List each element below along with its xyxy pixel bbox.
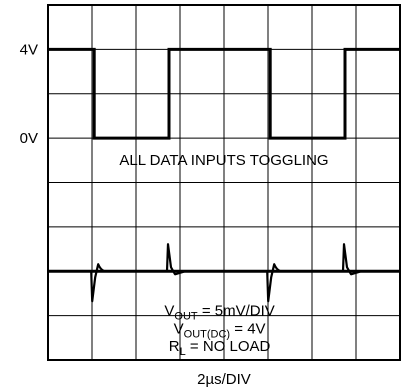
- caption-text: ALL DATA INPUTS TOGGLING: [119, 152, 328, 169]
- digital-input-trace: [48, 47, 400, 140]
- x-axis-label: 2µs/DIV: [197, 371, 251, 388]
- plot-frame: [47, 4, 401, 361]
- annotation-load: RL = NO LOAD: [169, 338, 271, 358]
- level-label-high: 4V: [20, 41, 38, 58]
- glitch-spike: [266, 263, 281, 303]
- glitch-spike: [341, 243, 362, 276]
- ann3-rest: = NO LOAD: [186, 338, 271, 355]
- glitch-spike: [165, 243, 186, 276]
- ann3-sub: L: [180, 346, 186, 358]
- ann2-rest: = 4V: [230, 320, 265, 337]
- ann3-main: R: [169, 338, 180, 355]
- ann1-rest: = 5mV/DIV: [198, 303, 275, 320]
- ann1-main: V: [164, 303, 174, 320]
- annotation-vout-dc: VOUT(DC) = 4V: [174, 320, 266, 340]
- glitch-spike: [90, 263, 105, 303]
- ann2-main: V: [174, 320, 184, 337]
- annotation-vout-scale: VOUT = 5mV/DIV: [164, 303, 274, 323]
- glitch-group: [90, 243, 362, 303]
- ann1-sub: OUT: [174, 311, 198, 323]
- ann2-sub: OUT(DC): [184, 328, 230, 340]
- level-label-low: 0V: [20, 130, 38, 147]
